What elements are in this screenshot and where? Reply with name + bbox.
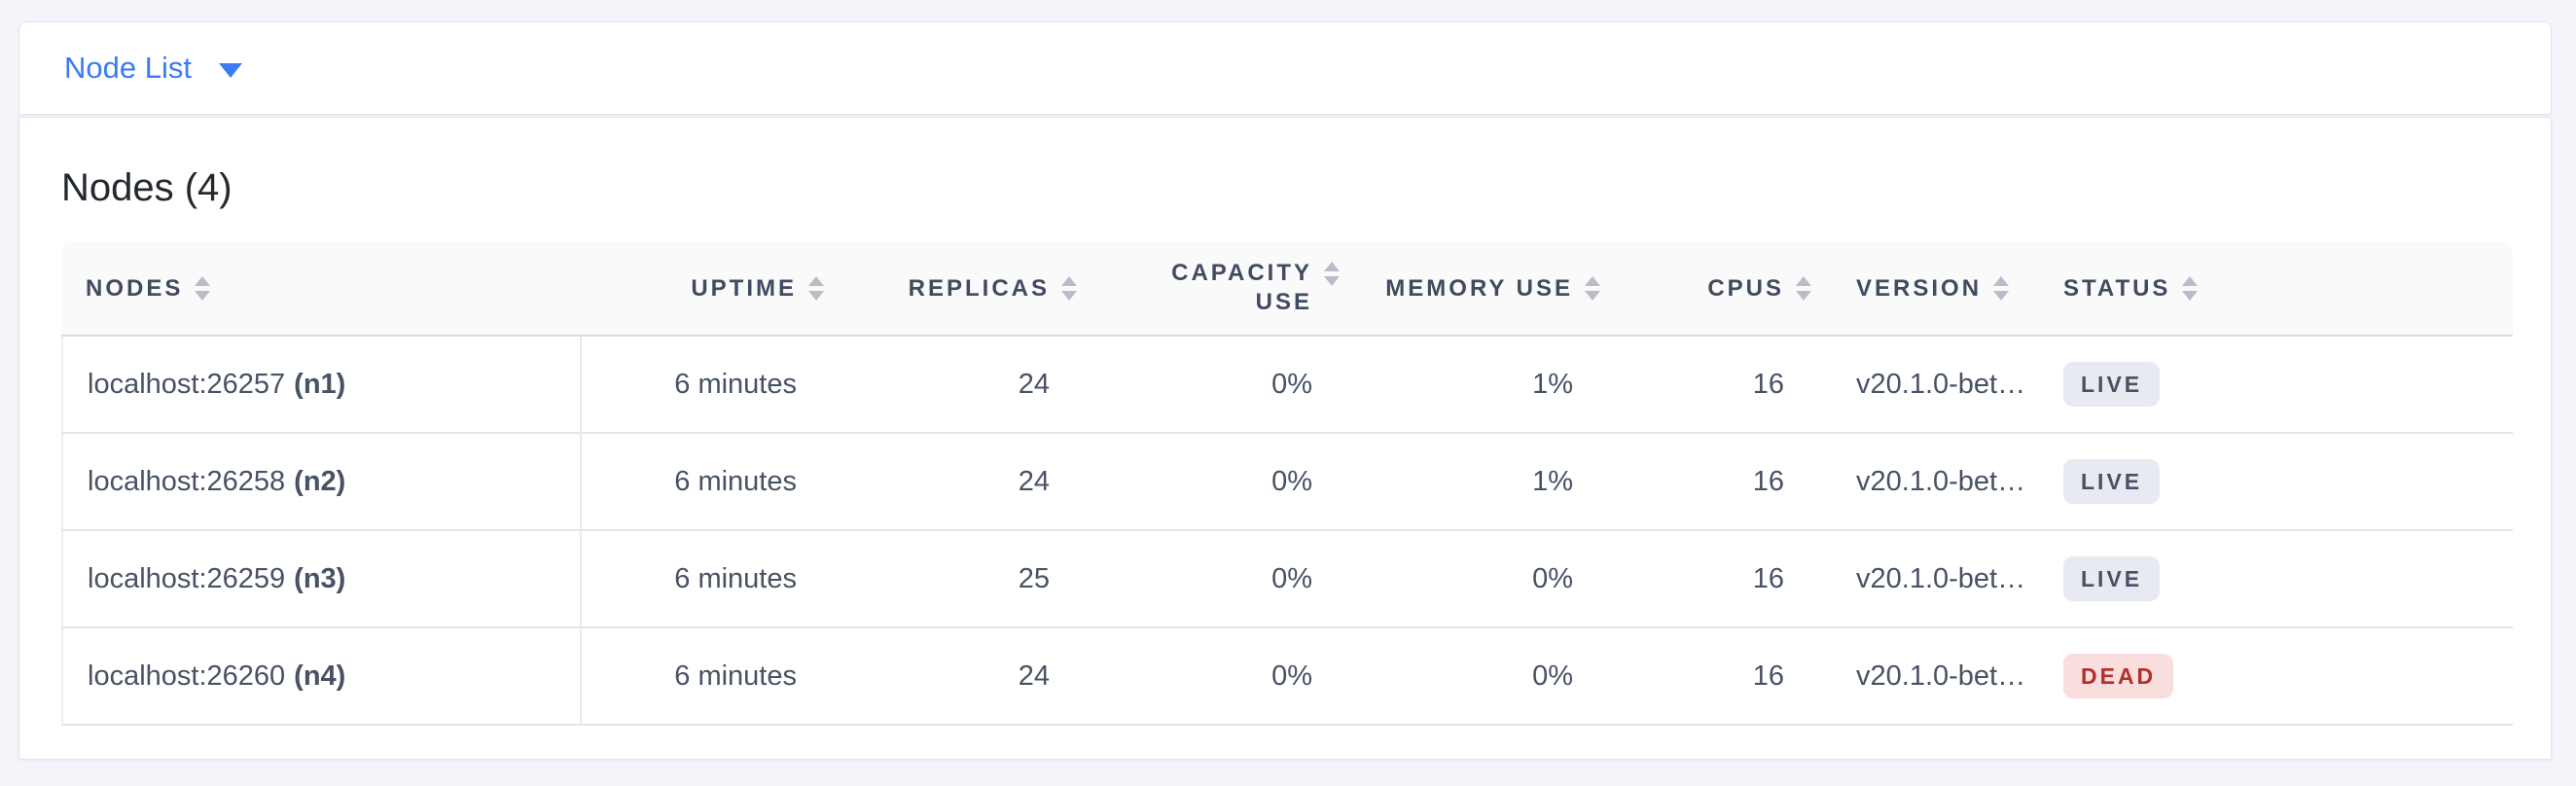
node-address-cell: localhost:26259 (n3) [61,531,582,628]
replicas-cell: 24 [847,434,1100,531]
column-header-capacity-use[interactable]: CAPACITY USE [1100,242,1363,337]
node-address-cell: localhost:26258 (n2) [61,434,582,531]
memory-use-cell: 0% [1363,628,1624,726]
column-header-memory-use[interactable]: MEMORY USE [1363,242,1624,337]
version-cell: v20.1.0-bet… [1835,628,2044,726]
chevron-down-icon [218,62,242,78]
column-header-replicas[interactable]: REPLICAS [847,242,1100,337]
replicas-cell: 24 [847,337,1100,434]
replicas-cell: 25 [847,531,1100,628]
version-cell: v20.1.0-bet… [1835,337,2044,434]
node-address-cell: localhost:26257 (n1) [61,337,582,434]
status-cell: LIVE [2044,434,2513,531]
column-header-nodes[interactable]: NODES [61,242,582,337]
node-address: localhost:26260 [88,660,286,692]
column-header-label: NODES [86,274,184,302]
status-cell: LIVE [2044,337,2513,434]
table-row: localhost:26257 (n1) 6 minutes 24 0% 1% 1… [61,337,2513,434]
node-address: localhost:26257 [88,368,286,400]
cpus-cell: 16 [1624,337,1835,434]
capacity-use-cell: 0% [1100,337,1363,434]
uptime-cell: 6 minutes [582,531,847,628]
capacity-use-cell: 0% [1100,628,1363,726]
status-badge: DEAD [2063,654,2174,698]
table-row: localhost:26260 (n4) 6 minutes 24 0% 0% 1… [61,628,2513,726]
uptime-cell: 6 minutes [582,628,847,726]
column-header-label: CAPACITY USE [1171,260,1312,315]
column-header-label: MEMORY USE [1385,274,1573,302]
sort-icon [1796,276,1811,301]
nodes-section-card: Nodes (4) NODES UPTIME REPLICAS [18,117,2552,760]
node-address: localhost:26258 [88,465,286,497]
column-header-status[interactable]: STATUS [2044,242,2513,337]
sort-icon [1993,276,2010,301]
table-row: localhost:26258 (n2) 6 minutes 24 0% 1% 1… [61,434,2513,531]
sort-icon [1324,262,1340,286]
memory-use-cell: 0% [1363,531,1624,628]
nodes-table: NODES UPTIME REPLICAS CAPACITY USE MEMOR… [61,242,2513,726]
capacity-use-cell: 0% [1100,434,1363,531]
version-cell: v20.1.0-bet… [1835,531,2044,628]
status-badge: LIVE [2063,362,2161,407]
status-badge: LIVE [2063,556,2161,601]
status-cell: DEAD [2044,628,2513,726]
node-id: (n2) [294,465,346,497]
replicas-cell: 24 [847,628,1100,726]
column-header-label: REPLICAS [908,274,1050,302]
node-list-dropdown[interactable]: Node List [18,21,2552,115]
sort-icon [1061,276,1077,301]
sort-icon [1585,276,1600,301]
node-id: (n4) [294,660,346,692]
column-header-label: VERSION [1856,274,1983,302]
status-badge: LIVE [2063,459,2161,504]
uptime-cell: 6 minutes [582,434,847,531]
node-id: (n3) [294,562,346,594]
node-id: (n1) [294,368,346,400]
sort-icon [195,276,211,301]
column-header-label: STATUS [2063,274,2171,302]
node-address-cell: localhost:26260 (n4) [61,628,582,726]
uptime-cell: 6 minutes [582,337,847,434]
column-header-label: CPUS [1707,274,1784,302]
table-header-row: NODES UPTIME REPLICAS CAPACITY USE MEMOR… [61,242,2513,337]
memory-use-cell: 1% [1363,337,1624,434]
capacity-use-cell: 0% [1100,531,1363,628]
nodes-count-title: Nodes (4) [61,166,233,209]
sort-icon [808,276,824,301]
cpus-cell: 16 [1624,628,1835,726]
sort-icon [2182,276,2199,301]
status-cell: LIVE [2044,531,2513,628]
column-header-uptime[interactable]: UPTIME [582,242,847,337]
version-cell: v20.1.0-bet… [1835,434,2044,531]
column-header-version[interactable]: VERSION [1835,242,2044,337]
cpus-cell: 16 [1624,531,1835,628]
node-address: localhost:26259 [88,562,286,594]
cpus-cell: 16 [1624,434,1835,531]
node-list-dropdown-label: Node List [64,51,192,85]
column-header-label: UPTIME [691,274,797,302]
memory-use-cell: 1% [1363,434,1624,531]
table-row: localhost:26259 (n3) 6 minutes 25 0% 0% 1… [61,531,2513,628]
column-header-cpus[interactable]: CPUS [1624,242,1835,337]
